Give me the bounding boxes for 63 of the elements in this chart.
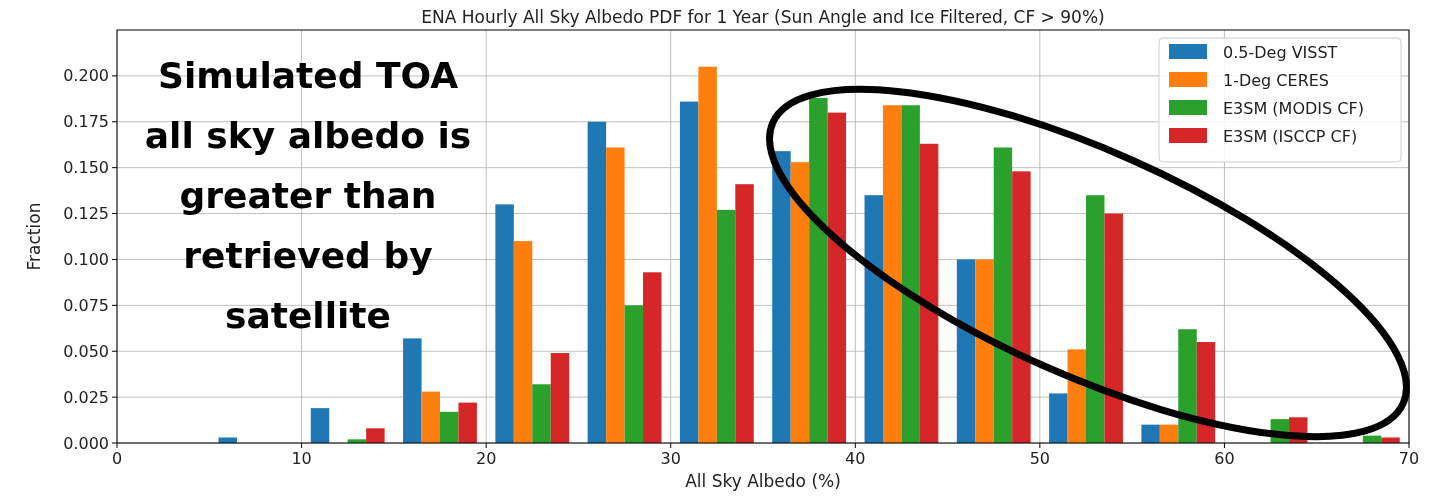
chart-title: ENA Hourly All Sky Albedo PDF for 1 Year (Sun Angle and Ice Filtered, CF > 90%) (421, 7, 1105, 27)
bar (1086, 195, 1105, 443)
bar (735, 184, 754, 443)
bar (495, 204, 514, 443)
x-tick-label: 0 (111, 449, 123, 468)
bar (403, 338, 422, 443)
bar (421, 391, 440, 443)
y-tick-label: 0.150 (63, 158, 109, 178)
bar (975, 259, 994, 443)
y-tick-label: 0.025 (63, 387, 109, 407)
bar (643, 272, 662, 443)
bar (679, 101, 699, 443)
x-tick-label: 10 (291, 449, 312, 468)
bar (956, 259, 976, 443)
bar (790, 162, 810, 443)
x-tick-label: 30 (660, 449, 681, 468)
bar (440, 411, 459, 443)
x-tick-label: 20 (475, 449, 497, 468)
bar (1178, 329, 1197, 443)
bar (1141, 424, 1160, 443)
y-tick-label: 0.175 (63, 112, 109, 132)
bar (772, 151, 791, 443)
y-tick-label: 0.075 (63, 295, 109, 315)
x-tick-label: 70 (1398, 449, 1420, 468)
bar (901, 105, 920, 443)
legend-label: 0.5-Deg VISST (1223, 42, 1338, 62)
bar (1159, 424, 1179, 443)
y-tick-label: 0.000 (63, 433, 109, 453)
bar (458, 402, 477, 443)
bar (1012, 171, 1031, 443)
bar (716, 209, 736, 443)
bar (587, 121, 607, 443)
x-tick-label: 60 (1214, 449, 1235, 468)
bar (310, 408, 330, 443)
y-tick-label: 0.125 (63, 204, 109, 224)
legend-label: 1-Deg CERES (1223, 70, 1330, 90)
legend-label: E3SM (MODIS CF) (1223, 98, 1364, 118)
legend-label: E3SM (ISCCP CF) (1223, 126, 1358, 146)
y-tick-label: 0.050 (63, 341, 109, 361)
y-tick-label: 0.200 (63, 66, 109, 86)
bar (532, 384, 551, 443)
bar (1381, 437, 1400, 443)
bar (809, 97, 828, 443)
x-tick-label: 40 (845, 449, 866, 468)
bar (624, 305, 644, 443)
bar (606, 147, 625, 443)
bar (698, 66, 717, 443)
annotation: Simulated TOA all sky albedo is greater than retrieved by satellite (144, 55, 472, 336)
bar (919, 143, 939, 443)
bar (1049, 393, 1068, 443)
bar (1196, 342, 1216, 443)
bar (864, 195, 883, 443)
y-tick-label: 0.100 (63, 250, 109, 270)
bar (513, 241, 533, 443)
bar (827, 112, 847, 443)
bar (366, 428, 385, 443)
bar (550, 353, 570, 443)
bar (882, 105, 902, 443)
x-tick-label: 50 (1029, 449, 1051, 468)
x-axis-title: All Sky Albedo (%) (685, 471, 841, 491)
bar (1104, 213, 1123, 443)
bar (993, 147, 1013, 443)
y-axis-title: Fraction (24, 202, 44, 271)
